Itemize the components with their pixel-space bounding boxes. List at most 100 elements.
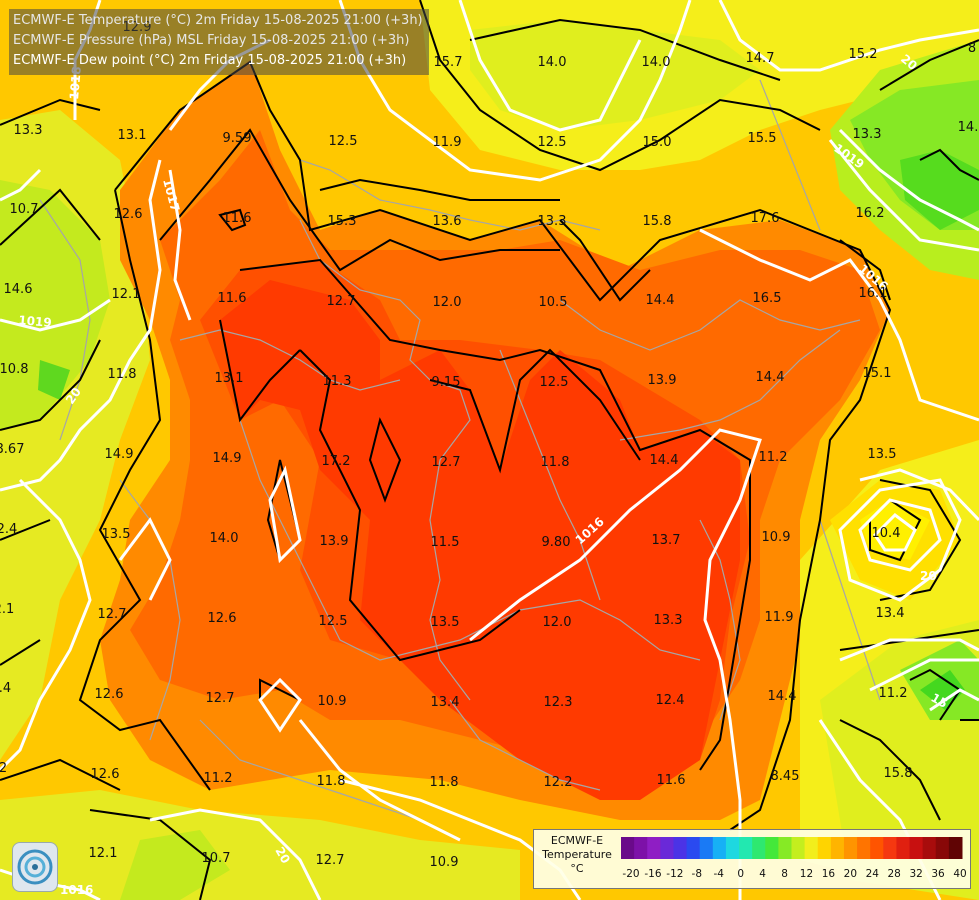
temperature-value: 16.5 bbox=[753, 291, 782, 306]
temperature-value: 13.4 bbox=[876, 606, 905, 621]
temperature-value: 13.3 bbox=[853, 127, 882, 142]
temperature-value: 15.3 bbox=[328, 214, 357, 229]
temperature-value: 11.6 bbox=[223, 211, 252, 226]
legend-swatch bbox=[725, 837, 740, 859]
temperature-value: 11.9 bbox=[765, 610, 794, 625]
legend-swatch bbox=[817, 837, 832, 859]
temperature-value: 14.4 bbox=[646, 293, 675, 308]
temperature-value: 11.2 bbox=[204, 771, 233, 786]
temperature-value: 14.4 bbox=[650, 453, 679, 468]
temperature-value: 14.7 bbox=[746, 51, 775, 66]
temperature-value: 15.7 bbox=[434, 55, 463, 70]
legend-swatch bbox=[647, 837, 661, 859]
temperature-value: 13.1 bbox=[215, 371, 244, 386]
temperature-value: 11.9 bbox=[433, 135, 462, 150]
provider-logo bbox=[12, 842, 58, 892]
legend-swatch bbox=[804, 837, 819, 859]
temperature-value: 12.3 bbox=[544, 695, 573, 710]
temperature-value: 15.8 bbox=[884, 766, 913, 781]
legend-tick-label: -16 bbox=[644, 868, 661, 880]
temperature-value: 15.2 bbox=[849, 47, 878, 62]
legend-tick-label: -4 bbox=[713, 868, 724, 880]
legend-colorbar: -20 -16 -12 -8 -4 0 4 8 12 16 20 24 28 32 36 40 bbox=[621, 837, 967, 880]
legend-variable: Temperature bbox=[542, 848, 612, 861]
temperature-value: 10.8 bbox=[0, 362, 28, 377]
temperature-value: 14.9 bbox=[105, 447, 134, 462]
legend-swatch bbox=[791, 837, 806, 859]
temperature-value: 2 bbox=[0, 761, 7, 776]
temperature-value: 17.6 bbox=[751, 211, 780, 226]
temperature-value: 14.9 bbox=[213, 451, 242, 466]
legend-swatch bbox=[673, 837, 688, 859]
swirl-logo-icon bbox=[17, 849, 53, 885]
temperature-value: 13.5 bbox=[431, 615, 460, 630]
temperature-value: 14.0 bbox=[210, 531, 239, 546]
temperature-value-labels: 12.913.313.19.5912.511.912.515.015.513.3… bbox=[0, 20, 978, 870]
legend-swatch bbox=[922, 837, 937, 859]
temperature-value: 10.5 bbox=[539, 295, 568, 310]
legend-tick-label: -12 bbox=[666, 868, 683, 880]
legend-swatch bbox=[712, 837, 727, 859]
temperature-value: 2.4 bbox=[0, 522, 17, 537]
temperature-value: 12.1 bbox=[89, 846, 118, 861]
temperature-value: 13.3 bbox=[654, 613, 683, 628]
temperature-value: 10.7 bbox=[10, 202, 39, 217]
temperature-value: .4 bbox=[0, 681, 11, 696]
color-legend: ECMWF-E Temperature °C -20 -16 -12 -8 -4 0 4 8 1… bbox=[533, 829, 971, 889]
temperature-value: 8 bbox=[968, 41, 976, 56]
temperature-value: 17.2 bbox=[322, 454, 351, 469]
header-dewpoint-line: ECMWF-E Dew point (°C) 2m Friday 15-08-2… bbox=[13, 53, 407, 68]
legend-tick-label: 28 bbox=[888, 868, 901, 880]
temperature-value: 12.7 bbox=[206, 691, 235, 706]
legend-tick-label: 0 bbox=[737, 868, 744, 880]
legend-tick-label: 36 bbox=[931, 868, 945, 880]
temperature-value: 12.7 bbox=[432, 455, 461, 470]
temperature-value: 10.4 bbox=[872, 526, 901, 541]
temperature-value: 10.9 bbox=[762, 530, 791, 545]
isobar-label: 1019 bbox=[18, 313, 52, 330]
temperature-value: 13.6 bbox=[433, 214, 462, 229]
legend-tick-label: 12 bbox=[800, 868, 813, 880]
temperature-value: 12.5 bbox=[319, 614, 348, 629]
temperature-value: 14.0 bbox=[538, 55, 567, 70]
legend-swatch bbox=[778, 837, 792, 859]
legend-tick-label: 24 bbox=[866, 868, 880, 880]
temperature-value: 12.6 bbox=[208, 611, 237, 626]
legend-tick-label: 16 bbox=[822, 868, 836, 880]
legend-title: ECMWF-E Temperature °C bbox=[534, 834, 620, 876]
temperature-value: 13.5 bbox=[102, 527, 131, 542]
temperature-value: 14.4 bbox=[768, 689, 797, 704]
temperature-value: 11.6 bbox=[657, 773, 686, 788]
legend-swatch bbox=[909, 837, 924, 859]
temperature-value: 15.8 bbox=[643, 214, 672, 229]
temperature-value: 13.7 bbox=[652, 533, 681, 548]
temperature-value: 16.2 bbox=[856, 206, 885, 221]
temperature-value: 12.0 bbox=[543, 615, 572, 630]
legend-tick-label: -8 bbox=[692, 868, 702, 880]
temperature-value: 12.5 bbox=[538, 135, 567, 150]
temperature-value: 12.5 bbox=[540, 375, 569, 390]
temperature-value: 16.1 bbox=[859, 286, 888, 301]
legend-swatch bbox=[660, 837, 674, 859]
legend-swatch bbox=[843, 837, 858, 859]
legend-swatch bbox=[857, 837, 871, 859]
legend-swatch bbox=[765, 837, 779, 859]
temperature-value: 12.0 bbox=[433, 295, 462, 310]
country-borders bbox=[39, 79, 881, 821]
legend-tick-label: 32 bbox=[909, 868, 922, 880]
header-pressure-line: ECMWF-E Pressure (hPa) MSL Friday 15-08-… bbox=[13, 33, 410, 48]
temperature-value: 9.15 bbox=[432, 375, 461, 390]
temperature-value: 13.3 bbox=[538, 214, 567, 229]
temperature-value: 11.8 bbox=[541, 455, 570, 470]
temperature-value: 10.9 bbox=[318, 694, 347, 709]
temperature-value: 14.4 bbox=[756, 370, 785, 385]
legend-swatch bbox=[752, 837, 766, 859]
temperature-value: 13.9 bbox=[648, 373, 677, 388]
temperature-value: 9.59 bbox=[223, 131, 252, 146]
legend-tick-label: -20 bbox=[622, 868, 639, 880]
legend-tick-label: 4 bbox=[759, 868, 766, 880]
legend-unit: °C bbox=[570, 862, 584, 875]
legend-swatch bbox=[830, 837, 845, 859]
legend-swatch bbox=[634, 837, 648, 859]
temperature-value: 12.2 bbox=[544, 775, 573, 790]
